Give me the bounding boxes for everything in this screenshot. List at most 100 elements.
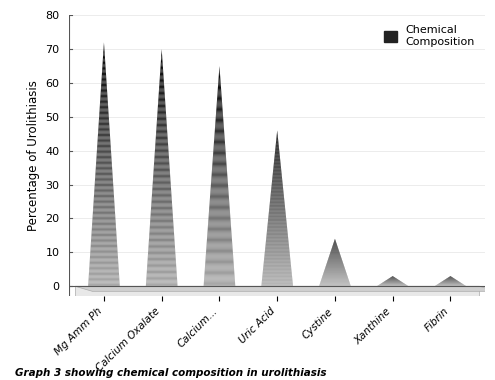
Polygon shape	[156, 128, 167, 130]
Polygon shape	[89, 272, 119, 273]
Polygon shape	[206, 245, 233, 247]
Polygon shape	[264, 261, 291, 262]
Polygon shape	[210, 198, 229, 199]
Polygon shape	[267, 232, 288, 233]
Polygon shape	[217, 91, 221, 92]
Polygon shape	[150, 217, 173, 218]
Polygon shape	[147, 271, 177, 272]
Polygon shape	[206, 252, 233, 253]
Polygon shape	[95, 176, 113, 178]
Polygon shape	[151, 200, 172, 201]
Polygon shape	[213, 147, 225, 149]
Polygon shape	[89, 268, 119, 269]
Polygon shape	[207, 237, 232, 238]
Polygon shape	[264, 260, 291, 261]
Polygon shape	[211, 175, 227, 176]
Polygon shape	[217, 100, 222, 101]
Polygon shape	[217, 97, 222, 98]
Polygon shape	[149, 232, 174, 233]
Polygon shape	[103, 56, 105, 57]
Polygon shape	[274, 163, 281, 164]
Polygon shape	[270, 199, 284, 200]
Polygon shape	[207, 238, 232, 239]
Polygon shape	[147, 272, 177, 273]
Polygon shape	[266, 236, 288, 237]
Polygon shape	[150, 221, 173, 222]
Polygon shape	[96, 163, 112, 164]
Polygon shape	[102, 74, 106, 75]
Polygon shape	[212, 171, 227, 172]
Polygon shape	[209, 206, 230, 207]
Polygon shape	[267, 234, 288, 235]
Polygon shape	[216, 112, 223, 113]
Polygon shape	[96, 168, 112, 169]
Polygon shape	[90, 256, 118, 257]
Polygon shape	[100, 95, 107, 96]
Polygon shape	[97, 158, 111, 159]
Polygon shape	[207, 229, 231, 230]
Polygon shape	[161, 60, 162, 61]
Polygon shape	[154, 164, 169, 165]
Polygon shape	[148, 263, 176, 264]
Polygon shape	[157, 112, 166, 113]
Polygon shape	[266, 241, 289, 242]
Polygon shape	[217, 101, 222, 102]
Polygon shape	[206, 254, 233, 255]
Polygon shape	[90, 252, 118, 253]
Polygon shape	[160, 71, 163, 73]
Polygon shape	[150, 222, 173, 223]
Polygon shape	[157, 108, 166, 109]
Polygon shape	[265, 250, 290, 251]
Polygon shape	[210, 200, 229, 201]
Polygon shape	[262, 274, 292, 276]
Polygon shape	[102, 71, 106, 73]
Polygon shape	[206, 255, 233, 256]
Polygon shape	[215, 122, 224, 123]
Polygon shape	[90, 255, 118, 256]
Polygon shape	[206, 253, 233, 254]
Polygon shape	[99, 128, 109, 129]
Polygon shape	[211, 180, 228, 182]
Polygon shape	[207, 230, 231, 231]
Polygon shape	[97, 150, 111, 151]
Polygon shape	[89, 277, 119, 278]
Polygon shape	[262, 282, 293, 283]
Polygon shape	[91, 242, 117, 244]
Polygon shape	[152, 195, 172, 196]
Polygon shape	[271, 188, 283, 189]
Polygon shape	[209, 212, 230, 214]
Polygon shape	[90, 260, 118, 261]
Polygon shape	[149, 231, 174, 232]
Polygon shape	[218, 89, 221, 90]
Polygon shape	[96, 162, 112, 163]
Polygon shape	[209, 211, 230, 212]
Polygon shape	[268, 219, 286, 220]
Polygon shape	[101, 85, 107, 86]
Polygon shape	[93, 208, 115, 209]
Polygon shape	[159, 81, 164, 82]
Polygon shape	[209, 214, 230, 215]
Polygon shape	[152, 184, 171, 185]
Polygon shape	[88, 285, 120, 286]
Polygon shape	[266, 238, 288, 239]
Polygon shape	[149, 235, 174, 236]
Polygon shape	[269, 206, 285, 207]
Polygon shape	[90, 262, 118, 263]
Polygon shape	[148, 254, 176, 255]
Polygon shape	[92, 228, 116, 229]
Polygon shape	[204, 280, 235, 281]
Polygon shape	[266, 242, 289, 243]
Polygon shape	[218, 86, 221, 87]
Polygon shape	[103, 48, 104, 50]
Polygon shape	[155, 149, 168, 150]
Polygon shape	[151, 204, 172, 206]
Polygon shape	[213, 150, 226, 151]
Polygon shape	[208, 225, 231, 226]
Polygon shape	[215, 127, 224, 128]
Polygon shape	[152, 190, 171, 192]
Polygon shape	[103, 46, 104, 47]
Polygon shape	[219, 74, 220, 75]
Polygon shape	[159, 86, 164, 87]
Polygon shape	[94, 193, 114, 195]
Polygon shape	[204, 281, 235, 282]
